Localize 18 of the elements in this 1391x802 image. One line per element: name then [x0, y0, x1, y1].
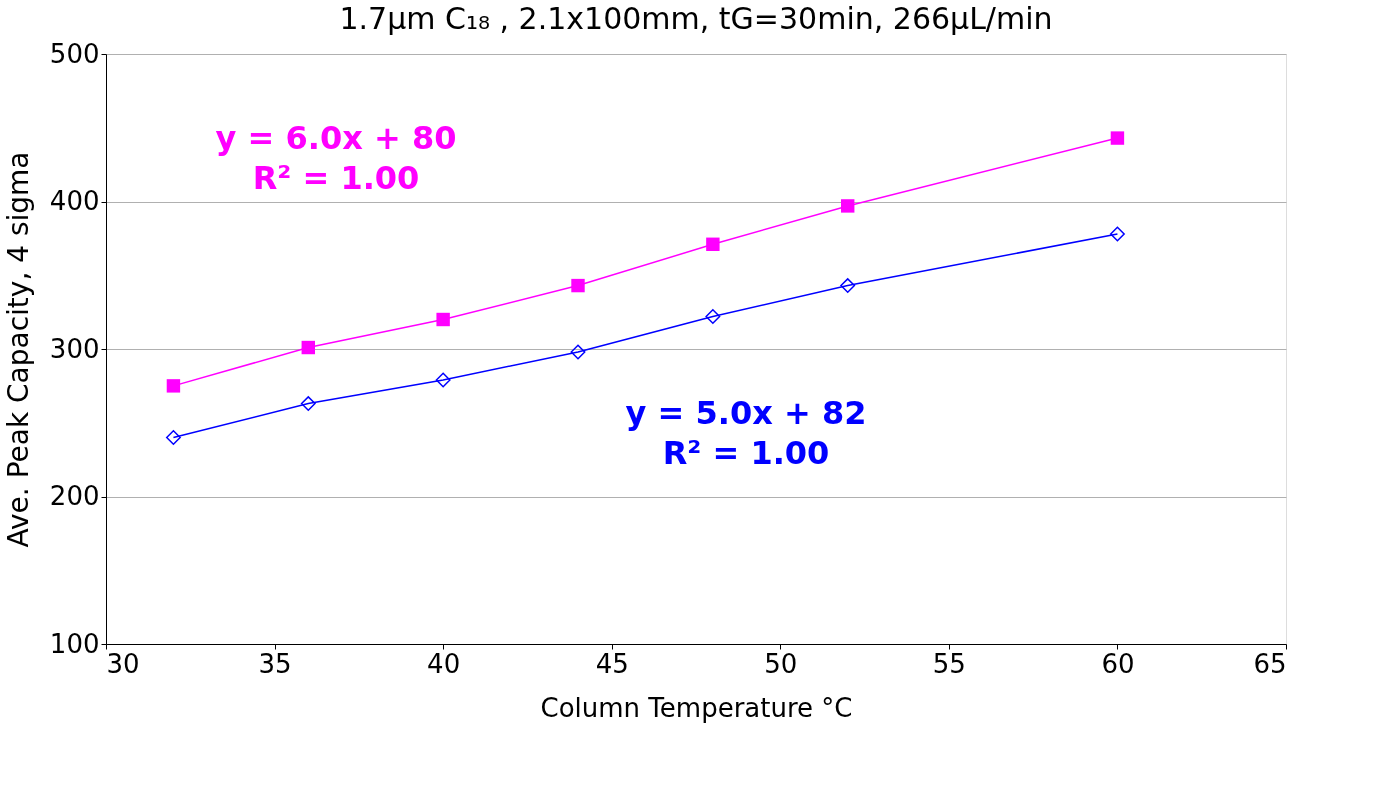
- x-tick-label: 60: [1101, 648, 1135, 679]
- x-tick-label: 50: [764, 648, 798, 679]
- x-tick-label: 30: [106, 648, 140, 679]
- y-tick-label: 300: [49, 333, 100, 364]
- x-axis-title: Column Temperature °C: [540, 692, 853, 723]
- x-tick-label: 35: [258, 648, 292, 679]
- y-tick-label: 200: [49, 481, 100, 511]
- y-axis-title: Ave. Peak Capacity, 4 sigma: [1, 151, 35, 548]
- x-tick-label: 55: [932, 648, 966, 679]
- y-tick-label: 100: [49, 628, 100, 659]
- x-tick-label: 65: [1253, 648, 1287, 679]
- x-tick-label: 45: [595, 648, 629, 679]
- chart-title: 1.7µm C₁₈ , 2.1x100mm, tG=30min, 266µL/min: [339, 1, 1053, 36]
- y-tick-label: 400: [49, 186, 100, 216]
- x-tick-label: 40: [427, 648, 461, 679]
- annotation: y = 5.0x + 82 R² = 1.00: [625, 394, 867, 472]
- annotation: y = 6.0x + 80 R² = 1.00: [215, 119, 457, 197]
- y-tick-label: 500: [49, 38, 100, 69]
